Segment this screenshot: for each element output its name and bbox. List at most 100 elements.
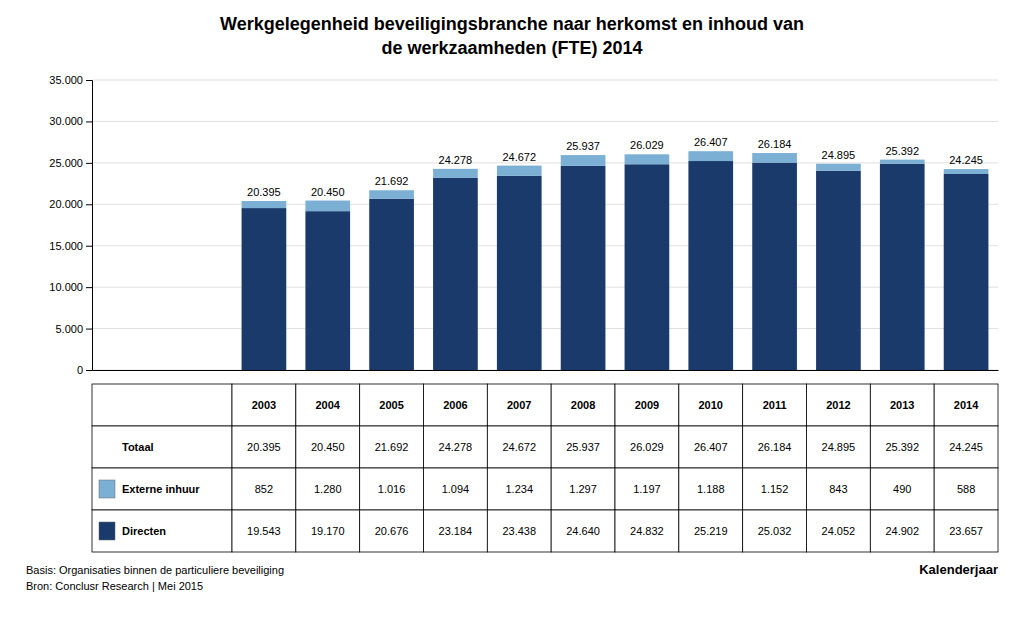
table-header: 2012	[826, 399, 850, 411]
grid-line	[92, 245, 998, 246]
total-labels: 20.39520.45021.69224.27824.67225.93726.0…	[247, 136, 983, 198]
table-cell	[679, 468, 743, 510]
footnote-line: Basis: Organisaties binnen de particulie…	[26, 564, 284, 576]
bar	[688, 161, 733, 370]
table-cell	[679, 384, 743, 426]
bar	[433, 178, 478, 370]
table-cell	[934, 510, 998, 552]
table-cell	[92, 384, 232, 426]
table-value: 843	[829, 483, 847, 495]
table-value: 19.170	[311, 525, 345, 537]
grid-line	[92, 287, 998, 288]
table-value: 24.278	[439, 441, 473, 453]
bar	[497, 166, 542, 176]
table-value: 23.438	[502, 525, 536, 537]
table-cell	[615, 384, 679, 426]
total-label: 24.672	[502, 151, 536, 163]
table-value: 25.032	[758, 525, 792, 537]
total-label: 20.395	[247, 186, 281, 198]
bar	[752, 153, 797, 163]
bar	[369, 199, 414, 370]
table-row-label: Totaal	[122, 441, 154, 453]
title: Werkgelegenheid beveiligingsbranche naar…	[220, 14, 804, 58]
table-cell	[934, 426, 998, 468]
total-label: 21.692	[375, 175, 409, 187]
y-tick: 0	[77, 364, 92, 376]
table-value: 24.052	[822, 525, 856, 537]
y-tick: 30.000	[49, 115, 92, 127]
table-value: 26.184	[758, 441, 792, 453]
table-value: 20.450	[311, 441, 345, 453]
table-cell	[296, 510, 360, 552]
table-value: 588	[957, 483, 975, 495]
table-header: 2006	[443, 399, 467, 411]
table-value: 1.094	[442, 483, 470, 495]
bar	[625, 164, 670, 370]
table-cell	[296, 426, 360, 468]
table-value: 26.407	[694, 441, 728, 453]
y-tick-mark	[86, 246, 92, 247]
y-tick-mark	[86, 121, 92, 122]
table-value: 852	[255, 483, 273, 495]
total-label: 24.278	[439, 154, 473, 166]
bar-series	[242, 161, 989, 370]
table-value: 25.937	[566, 441, 600, 453]
y-tick-label: 10.000	[49, 281, 83, 293]
table-cell	[424, 384, 488, 426]
table-header: 2004	[316, 399, 341, 411]
y-tick-label: 20.000	[49, 198, 83, 210]
table-value: 25.392	[885, 441, 919, 453]
table-header: 2009	[635, 399, 659, 411]
table-header: 2007	[507, 399, 531, 411]
bar-series	[242, 151, 989, 211]
table-value: 1.152	[761, 483, 789, 495]
grid-line	[92, 370, 998, 371]
table-cell	[807, 468, 871, 510]
table-value: 20.676	[375, 525, 409, 537]
grid-line	[92, 80, 998, 81]
table-cell	[870, 384, 934, 426]
total-label: 20.450	[311, 186, 345, 198]
table-header: 2005	[379, 399, 403, 411]
table-cell	[870, 468, 934, 510]
table-cell	[615, 426, 679, 468]
y-tick-mark	[86, 329, 92, 330]
table-cell	[232, 426, 296, 468]
table-value: 19.543	[247, 525, 281, 537]
table-cell	[360, 468, 424, 510]
table-value: 25.219	[694, 525, 728, 537]
table-header: 2010	[699, 399, 723, 411]
table-header: 2011	[763, 399, 787, 411]
y-tick-label: 0	[77, 364, 83, 376]
table-value: 20.395	[247, 441, 281, 453]
footnote-line: Bron: Conclusr Research | Mei 2015	[26, 580, 203, 592]
y-tick: 10.000	[49, 281, 92, 293]
x-axis-label: Kalenderjaar	[919, 562, 998, 577]
total-label: 26.184	[758, 138, 792, 150]
chart: Werkgelegenheid beveiligingsbranche naar…	[0, 0, 1024, 625]
table-cell	[487, 426, 551, 468]
table-value: 23.657	[949, 525, 983, 537]
table-cell	[870, 426, 934, 468]
x-axis-line	[93, 370, 999, 371]
y-tick-label: 25.000	[49, 157, 83, 169]
table-value: 23.184	[439, 525, 473, 537]
table-cell	[743, 384, 807, 426]
table-value: 1.197	[633, 483, 661, 495]
grid-line	[92, 121, 998, 122]
table-cell	[551, 468, 615, 510]
bar	[433, 169, 478, 178]
table-cell	[551, 384, 615, 426]
table-value: 24.640	[566, 525, 600, 537]
table-header: 2008	[571, 399, 595, 411]
bar	[752, 163, 797, 370]
table-value: 1.188	[697, 483, 725, 495]
grid-line	[92, 328, 998, 329]
table-row-label: Externe inhuur	[122, 483, 200, 495]
x-axis	[93, 370, 999, 371]
y-tick: 25.000	[49, 157, 92, 169]
y-tick-mark	[86, 370, 92, 371]
table-cell	[360, 426, 424, 468]
table-cell	[92, 426, 232, 468]
bar	[880, 164, 925, 370]
